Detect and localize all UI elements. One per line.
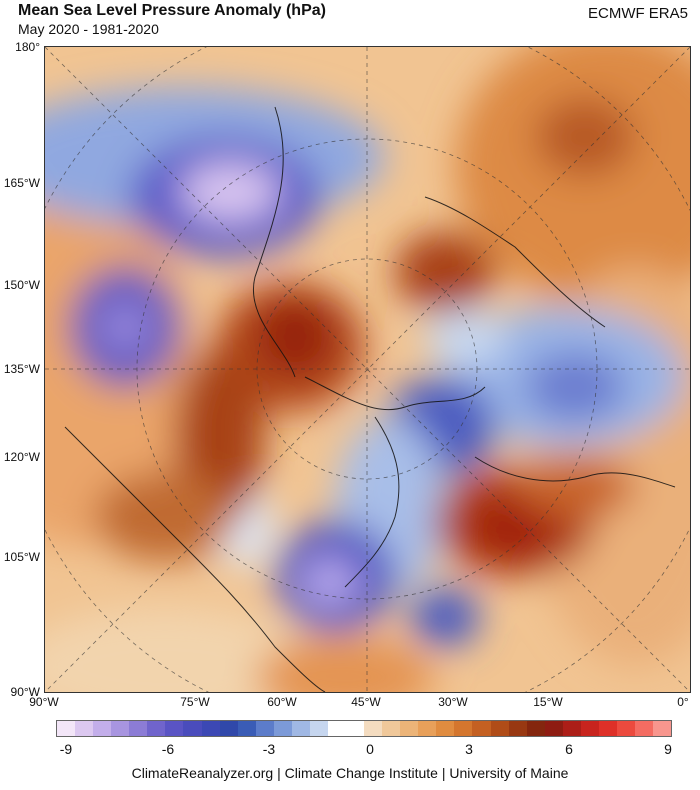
anomaly-high-north-atlantic-core <box>470 497 560 557</box>
anomaly-low-atlantic <box>410 587 480 647</box>
anomaly-positive-south-center <box>255 637 435 692</box>
lat-label-150w: 150°W <box>3 278 40 292</box>
anomaly-low-labrador-core <box>300 557 360 607</box>
colorbar-swatch <box>111 721 130 736</box>
lon-label-0: 0° <box>677 695 689 709</box>
lat-label-120w: 120°W <box>3 450 40 464</box>
colorbar-swatch <box>472 721 491 736</box>
lat-label-135w: 135°W <box>3 362 40 376</box>
colorbar-swatch <box>147 721 166 736</box>
colorbar-tick-3: 3 <box>465 741 473 757</box>
lat-label-90w: 90°W <box>10 685 40 699</box>
colorbar-swatch <box>580 721 599 736</box>
colorbar-swatch <box>57 721 76 736</box>
coast-north-america <box>64 426 326 692</box>
colorbar-swatch <box>418 721 437 736</box>
lon-label-75w: 75°W <box>180 695 210 709</box>
colorbar-tick-6: 6 <box>565 741 573 757</box>
colorbar-swatch <box>454 721 473 736</box>
colorbar-swatch <box>237 721 256 736</box>
colorbar-swatch <box>165 721 184 736</box>
anomaly-positive-south <box>45 607 315 692</box>
colorbar-swatch <box>490 721 509 736</box>
colorbar-swatch <box>653 721 672 736</box>
lon-label-60w: 60°W <box>267 695 297 709</box>
coastlines <box>64 106 676 692</box>
colorbar-swatch <box>219 721 238 736</box>
lon-label-90w: 90°W <box>29 695 59 709</box>
lon-label-30w: 30°W <box>438 695 468 709</box>
meridian-diagonal-b <box>45 47 690 692</box>
lat-label-105w: 105°W <box>3 550 40 564</box>
anomaly-low-siberia-core <box>525 352 625 422</box>
colorbar-swatch <box>129 721 148 736</box>
colorbar-swatch <box>201 721 220 736</box>
colorbar-swatch <box>526 721 545 736</box>
colorbar-swatch <box>382 721 401 736</box>
anomaly-positive-northeast <box>455 47 690 307</box>
anomaly-low-bering-core <box>180 162 280 222</box>
anomaly-field <box>45 47 690 692</box>
colorbar-tick-9: 9 <box>664 741 672 757</box>
coast-canada-arctic <box>304 376 486 411</box>
colorbar-tick-minus-3: -3 <box>262 741 276 757</box>
lon-label-15w: 15°W <box>533 695 563 709</box>
colorbar-swatch <box>562 721 581 736</box>
colorbar-swatch <box>346 721 365 736</box>
colorbar-swatch <box>327 721 346 736</box>
lon-label-45w: 45°W <box>351 695 381 709</box>
colorbar-tick-minus-6: -6 <box>161 741 175 757</box>
anomaly-low-gulf-alaska-core <box>100 302 150 352</box>
graticule <box>45 47 690 692</box>
anomaly-high-northern-canada <box>95 472 235 562</box>
colorbar <box>56 720 672 737</box>
colorbar-swatch <box>436 721 455 736</box>
anomaly-low-central <box>425 307 505 367</box>
colorbar-swatch <box>544 721 563 736</box>
coast-siberia <box>424 196 606 328</box>
anomaly-high-urals <box>535 97 635 177</box>
colorbar-swatch <box>93 721 112 736</box>
colorbar-swatch <box>309 721 328 736</box>
pressure-anomaly-map <box>44 46 691 693</box>
coast-alaska <box>252 106 296 378</box>
colorbar-swatch <box>291 721 310 736</box>
colorbar-swatch <box>400 721 419 736</box>
lat-label-180: 180° <box>15 40 40 54</box>
lat-label-165w: 165°W <box>3 176 40 190</box>
credits-footer: ClimateReanalyzer.org | Climate Change I… <box>131 765 569 781</box>
coast-europe <box>474 456 676 488</box>
colorbar-tick-minus-9: -9 <box>59 741 73 757</box>
colorbar-swatch <box>255 721 274 736</box>
data-source-label: ECMWF ERA5 <box>587 5 688 22</box>
map-subtitle: May 2020 - 1981-2020 <box>18 21 159 37</box>
colorbar-swatch <box>75 721 94 736</box>
coast-greenland <box>344 416 400 588</box>
colorbar-swatch <box>364 721 383 736</box>
anomaly-high-east-siberia <box>395 232 495 312</box>
anomaly-high-scandinavia <box>515 457 635 517</box>
colorbar-swatch <box>183 721 202 736</box>
colorbar-tick-0: 0 <box>366 741 374 757</box>
colorbar-swatch <box>616 721 635 736</box>
anomaly-high-alaska-core <box>255 297 335 377</box>
map-title: Mean Sea Level Pressure Anomaly (hPa) <box>18 2 326 19</box>
colorbar-swatch <box>635 721 654 736</box>
colorbar-swatch <box>598 721 617 736</box>
colorbar-swatch <box>273 721 292 736</box>
colorbar-swatch <box>508 721 527 736</box>
